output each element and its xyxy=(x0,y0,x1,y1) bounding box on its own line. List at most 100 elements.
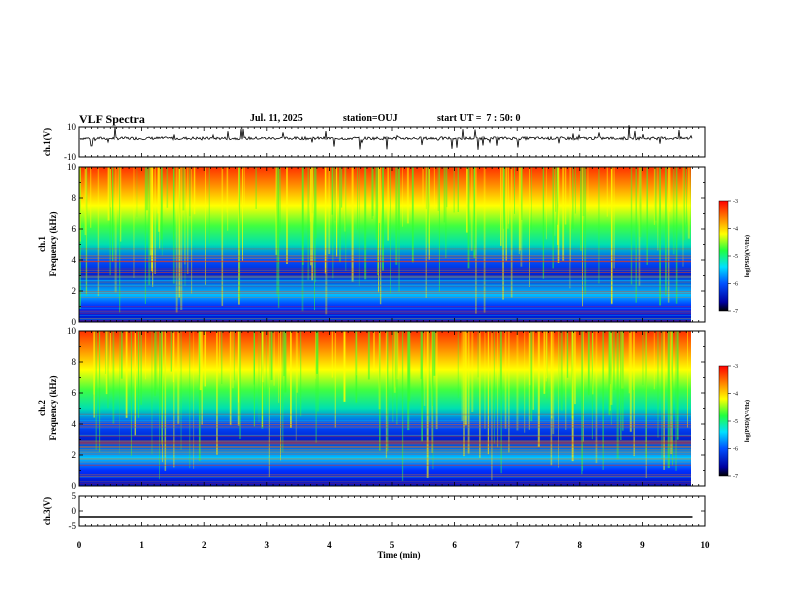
spectrogram-band xyxy=(79,284,691,286)
y-tick-label: 10 xyxy=(67,122,77,132)
spectrogram-streak xyxy=(610,167,613,305)
spectrogram-band xyxy=(79,461,691,463)
spectrogram-band xyxy=(79,310,691,312)
spectrogram-streak xyxy=(387,167,389,241)
spectrogram-band xyxy=(79,475,691,477)
spectrogram-streak xyxy=(663,331,665,470)
header-start-ut: start UT = 7 : 50: 0 xyxy=(437,113,521,124)
spectrogram-streak xyxy=(357,167,358,230)
spectrogram-streak xyxy=(226,167,228,213)
spectrogram-streak xyxy=(552,331,555,435)
spectrogram-streak xyxy=(145,167,148,211)
spectrogram-band xyxy=(79,277,691,279)
spectrogram-streak xyxy=(334,331,336,428)
spectrogram-streak xyxy=(377,167,379,275)
spectrogram-streak xyxy=(296,331,299,393)
spectrogram-streak xyxy=(396,331,399,380)
spectrogram-streak xyxy=(351,167,354,282)
spectrogram-streak xyxy=(433,331,436,376)
spectrogram-band xyxy=(79,306,691,308)
spectrogram-band xyxy=(79,475,691,477)
spectrogram-streak xyxy=(554,167,556,236)
spectrogram-streak xyxy=(173,167,175,240)
spectrogram-streak xyxy=(564,167,567,225)
ch3-waveform-ylabel: ch.3(V) xyxy=(42,497,52,525)
spectrogram-streak xyxy=(687,331,688,428)
spectrogram-band xyxy=(79,277,691,279)
spectrogram-streak xyxy=(253,331,255,427)
spectrogram-streak xyxy=(504,331,507,429)
spectrogram-streak xyxy=(557,167,560,263)
spectrogram-streak xyxy=(642,331,644,386)
spectrogram-streak xyxy=(514,167,515,214)
spectrogram-streak xyxy=(461,331,464,422)
spectrogram-band xyxy=(79,285,691,286)
spectrogram-streak xyxy=(255,167,257,209)
spectrogram-streak xyxy=(661,331,663,459)
spectrogram-streak xyxy=(519,167,521,251)
spectrogram-streak xyxy=(537,331,540,448)
colorbar-tick-label: -5 xyxy=(733,254,738,260)
spectrogram-streak xyxy=(242,167,243,261)
spectrogram-band xyxy=(79,281,691,283)
spectrogram-streak xyxy=(109,331,112,373)
spectrogram-streak xyxy=(580,167,582,251)
spectrogram-streak xyxy=(93,331,95,395)
spectrogram-streak xyxy=(162,331,163,463)
spectrogram-band xyxy=(79,270,691,271)
spectrogram-streak xyxy=(137,331,140,418)
spectrogram-streak xyxy=(275,167,278,255)
spectrogram-streak xyxy=(433,167,435,209)
spectrogram-streak xyxy=(261,331,263,427)
spectrogram-streak xyxy=(555,167,557,212)
spectrogram-streak xyxy=(278,331,280,403)
spectrogram-streak xyxy=(510,167,513,298)
spectrogram-streak xyxy=(672,167,675,255)
spectrogram-streak xyxy=(401,331,404,481)
spectrogram-streak xyxy=(378,167,381,223)
spectrogram-streak xyxy=(421,331,423,442)
spectrogram-streak xyxy=(99,331,101,452)
y-tick-label: 6 xyxy=(72,388,77,398)
spectrogram-streak xyxy=(657,167,659,251)
spectrogram-band xyxy=(79,458,691,459)
spectrogram-streak xyxy=(375,167,377,240)
spectrogram-streak xyxy=(205,167,206,285)
spectrogram-streak xyxy=(406,167,409,224)
spectrogram-streak xyxy=(145,331,147,380)
spectrogram-band xyxy=(79,441,691,443)
spectrogram-streak xyxy=(621,331,624,389)
spectrogram-streak xyxy=(317,331,319,412)
spectrogram-band xyxy=(79,420,691,422)
spectrogram-streak xyxy=(276,167,279,295)
spectrogram-band xyxy=(79,291,691,293)
spectrogram-band xyxy=(79,450,691,452)
spectrogram-blank xyxy=(691,167,705,322)
spectrogram-streak xyxy=(477,331,479,378)
spectrogram-streak xyxy=(345,167,347,271)
ch1-spectrogram xyxy=(79,167,705,322)
spectrogram-streak xyxy=(315,167,316,283)
spectrogram-streak xyxy=(435,331,438,430)
y-tick-label: 8 xyxy=(72,357,77,367)
spectrogram-streak xyxy=(270,331,273,381)
spectrogram-streak xyxy=(324,167,326,274)
spectrogram-streak xyxy=(325,167,328,315)
spectrogram-streak xyxy=(516,331,519,431)
spectrogram-streak xyxy=(613,167,615,269)
spectrogram-streak xyxy=(551,331,553,419)
spectrogram-streak xyxy=(675,331,677,471)
spectrogram-streak xyxy=(493,331,495,444)
x-tick-label: 2 xyxy=(202,540,207,550)
ch1-colorbar-label: log(PSD)(V²/Hz) xyxy=(744,235,751,277)
spectrogram-streak xyxy=(84,167,87,236)
spectrogram-band xyxy=(79,255,691,257)
spectrogram-streak xyxy=(85,167,88,296)
spectrogram-streak xyxy=(119,331,120,454)
spectrogram-streak xyxy=(154,167,156,274)
spectrogram-streak xyxy=(503,167,505,229)
spectrogram-streak xyxy=(344,167,346,232)
spectrogram-streak xyxy=(572,167,574,229)
spectrogram-band xyxy=(79,446,691,447)
spectrogram-streak xyxy=(281,331,284,453)
